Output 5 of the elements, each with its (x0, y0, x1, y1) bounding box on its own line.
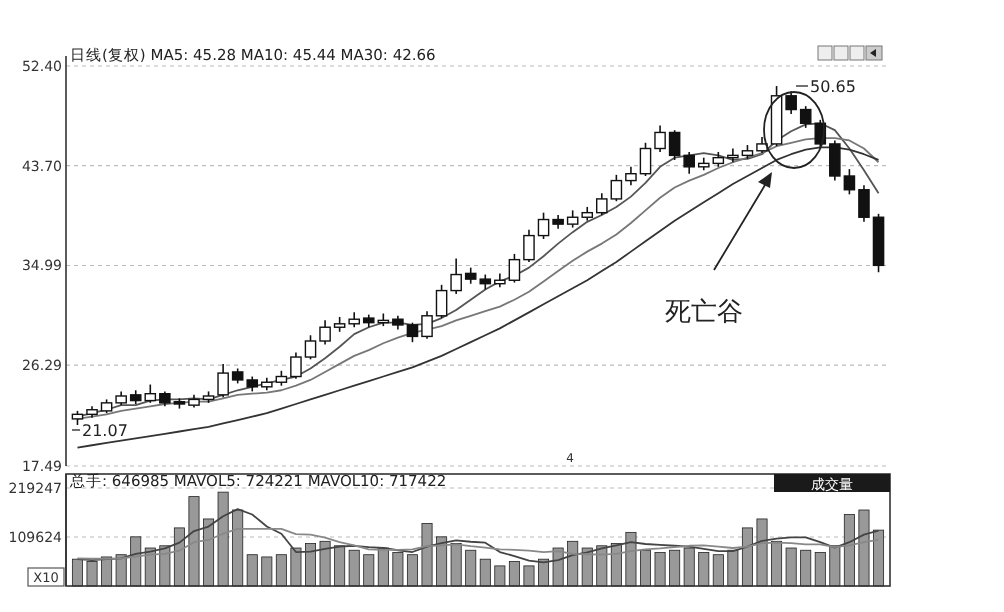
line-series (76, 527, 880, 560)
annotation: 21.07 (82, 422, 128, 440)
line-series (76, 508, 880, 564)
annotation: 死亡谷 (665, 296, 743, 328)
annotation: 50.65 (810, 78, 856, 96)
